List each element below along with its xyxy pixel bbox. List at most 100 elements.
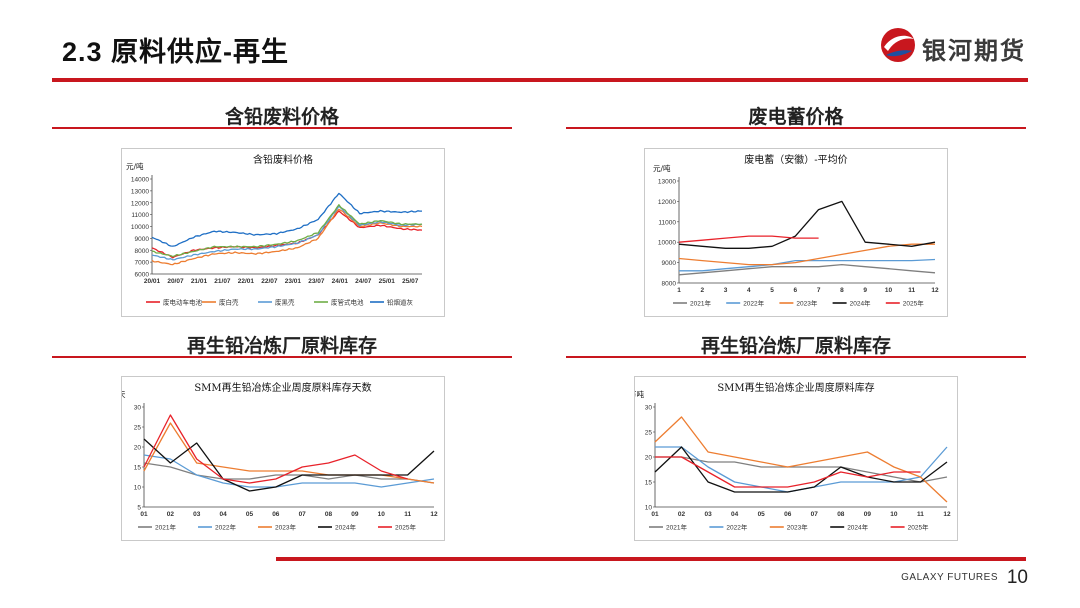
legend-label: 废管式电池 <box>331 298 364 307</box>
y-tick-label: 20 <box>645 455 653 462</box>
series-line <box>143 414 408 484</box>
y-tick-label: 7000 <box>135 260 150 267</box>
series-line <box>151 204 423 258</box>
legend-label: 2021年 <box>690 299 711 308</box>
y-tick-label: 15 <box>645 480 653 487</box>
x-tick-label: 12 <box>943 511 951 518</box>
x-tick-label: 04 <box>731 511 739 518</box>
y-tick-label: 20 <box>134 445 142 452</box>
x-tick-label: 05 <box>758 511 766 518</box>
x-tick-label: 08 <box>837 511 845 518</box>
x-tick-label: 07 <box>299 511 307 518</box>
legend-label: 2023年 <box>787 523 808 532</box>
footer-company: GALAXY FUTURES <box>901 572 998 583</box>
x-tick-label: 06 <box>272 511 280 518</box>
section-underline <box>52 356 512 358</box>
x-tick-label: 4 <box>747 287 751 294</box>
x-tick-label: 10 <box>885 287 893 294</box>
y-tick-label: 15 <box>134 465 142 472</box>
x-tick-label: 20/07 <box>167 278 184 285</box>
inventory-days-chart: SMM再生铅冶炼企业周度原料库存天数天 30 25 20 15 10 501 02 03 04 05… <box>122 381 438 532</box>
section-title-scrap-price: 含铅废料价格 <box>224 107 339 128</box>
x-tick-label: 08 <box>325 511 333 518</box>
x-tick-label: 01 <box>140 511 148 518</box>
section-underline <box>566 356 1026 358</box>
y-tick-label: 12000 <box>658 199 676 206</box>
y-tick-label: 10 <box>134 485 142 492</box>
legend-label: 废黑壳 <box>275 298 295 307</box>
x-tick-label: 10 <box>378 511 386 518</box>
y-tick-label: 30 <box>134 405 142 412</box>
x-tick-label: 03 <box>193 511 201 518</box>
chart-title: SMM再生铅冶炼企业周度原料库存 <box>717 381 874 394</box>
y-axis-unit-label: 元/吨 <box>653 163 671 173</box>
chart-title: SMM再生铅冶炼企业周度原料库存天数 <box>194 381 371 394</box>
x-tick-label: 09 <box>864 511 872 518</box>
page-number: 10 <box>1006 567 1028 588</box>
x-tick-label: 25/07 <box>402 278 419 285</box>
x-tick-label: 09 <box>351 511 359 518</box>
x-tick-label: 22/07 <box>261 278 278 285</box>
logo-emblem-icon <box>881 28 915 62</box>
x-tick-label: 03 <box>704 511 712 518</box>
chart-title: 含铅废料价格 <box>253 153 313 166</box>
y-tick-label: 8000 <box>135 248 150 255</box>
section-underline <box>52 127 512 129</box>
x-tick-label: 23/01 <box>285 278 302 285</box>
y-tick-label: 9000 <box>135 236 150 243</box>
y-tick-label: 14000 <box>131 177 149 184</box>
y-tick-label: 8000 <box>662 281 677 288</box>
legend-label: 2024年 <box>335 523 356 532</box>
chart-panel-inventory-tons: SMM再生铅冶炼企业周度原料库存万吨3025201510010203040506… <box>634 376 958 541</box>
series-line <box>678 200 936 249</box>
section-title-inventory-days: 再生铅冶炼厂原料库存 <box>186 336 377 357</box>
section-title-inventory-tons: 再生铅冶炼厂原料库存 <box>700 336 891 357</box>
footer-divider <box>276 557 1026 561</box>
y-tick-label: 9000 <box>662 260 677 267</box>
x-tick-label: 01 <box>651 511 659 518</box>
x-tick-label: 3 <box>724 287 728 294</box>
x-tick-label: 02 <box>167 511 175 518</box>
brand-name: 银河期货 <box>922 38 1026 65</box>
x-tick-label: 5 <box>770 287 774 294</box>
x-tick-label: 21/01 <box>191 278 208 285</box>
legend-label: 2022年 <box>726 523 747 532</box>
x-tick-label: 8 <box>840 287 844 294</box>
legend-label: 2023年 <box>275 523 296 532</box>
y-tick-label: 12000 <box>131 200 149 207</box>
y-axis-unit-label: 万吨 <box>635 389 644 399</box>
legend-label: 2025年 <box>908 523 929 532</box>
x-tick-label: 20/01 <box>144 278 161 285</box>
series-line <box>678 243 935 266</box>
series-line <box>143 454 435 488</box>
x-tick-label: 12 <box>931 287 939 294</box>
x-tick-label: 12 <box>430 511 438 518</box>
y-tick-label: 5 <box>137 505 141 512</box>
y-tick-label: 13000 <box>658 179 676 186</box>
chart-panel-inventory-days: SMM再生铅冶炼企业周度原料库存天数天 30 25 20 15 10 501 02 03 04 05… <box>121 376 445 541</box>
legend-label: 废白壳 <box>219 298 239 307</box>
x-tick-label: 06 <box>784 511 792 518</box>
y-tick-label: 13000 <box>131 188 149 195</box>
series-line <box>654 446 948 493</box>
series-line <box>143 422 435 484</box>
legend-label: 2024年 <box>847 523 868 532</box>
x-tick-label: 11 <box>404 511 411 518</box>
y-tick-label: 11000 <box>131 212 149 219</box>
series-line <box>151 192 422 247</box>
y-tick-label: 30 <box>645 405 653 412</box>
x-tick-label: 7 <box>817 287 821 294</box>
page-title: 2.3 原料供应-再生 <box>62 37 290 67</box>
x-tick-label: 07 <box>811 511 819 518</box>
y-tick-label: 6000 <box>135 272 150 279</box>
y-axis-unit-label: 元/吨 <box>126 161 144 171</box>
series-line <box>151 205 423 261</box>
header-divider <box>52 78 1028 82</box>
inventory-tons-chart: SMM再生铅冶炼企业周度原料库存万吨3025201510010203040506… <box>635 381 951 532</box>
y-tick-label: 11000 <box>658 219 676 226</box>
x-tick-label: 22/01 <box>238 278 255 285</box>
x-tick-label: 9 <box>863 287 867 294</box>
legend-label: 2025年 <box>903 299 924 308</box>
chart-panel-scrap-price: 含铅废料价格 元/吨 14000 13000 12000 11000 10000 9000 80… <box>121 148 445 317</box>
